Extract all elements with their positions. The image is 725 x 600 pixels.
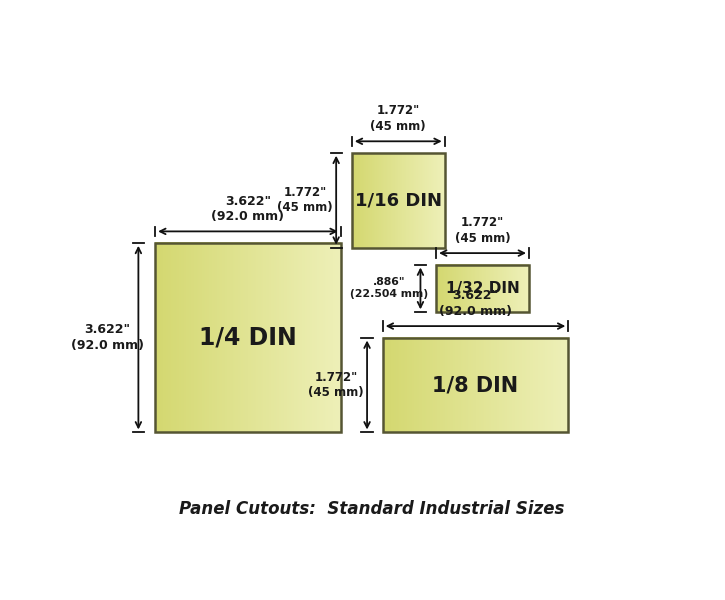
Bar bbox=[352, 153, 444, 248]
Text: .886"
(22.504 mm): .886" (22.504 mm) bbox=[350, 277, 428, 299]
Text: Panel Cutouts:  Standard Industrial Sizes: Panel Cutouts: Standard Industrial Sizes bbox=[179, 500, 564, 518]
Text: 1.772"
(45 mm): 1.772" (45 mm) bbox=[308, 371, 364, 399]
Text: 3.622"
(92.0 mm): 3.622" (92.0 mm) bbox=[212, 194, 284, 223]
Bar bbox=[436, 265, 529, 312]
Text: 3.622"
(92.0 mm): 3.622" (92.0 mm) bbox=[439, 289, 512, 318]
Text: 1/4 DIN: 1/4 DIN bbox=[199, 326, 297, 350]
Text: 3.622"
(92.0 mm): 3.622" (92.0 mm) bbox=[71, 323, 144, 352]
Text: 1.772"
(45 mm): 1.772" (45 mm) bbox=[370, 104, 426, 133]
Bar bbox=[383, 338, 568, 433]
Text: 1/32 DIN: 1/32 DIN bbox=[446, 281, 519, 296]
Text: 1.772"
(45 mm): 1.772" (45 mm) bbox=[278, 186, 333, 214]
Text: 1/16 DIN: 1/16 DIN bbox=[355, 191, 442, 209]
Bar bbox=[155, 243, 341, 433]
Text: 1.772"
(45 mm): 1.772" (45 mm) bbox=[455, 216, 510, 245]
Text: 1/8 DIN: 1/8 DIN bbox=[432, 375, 518, 395]
